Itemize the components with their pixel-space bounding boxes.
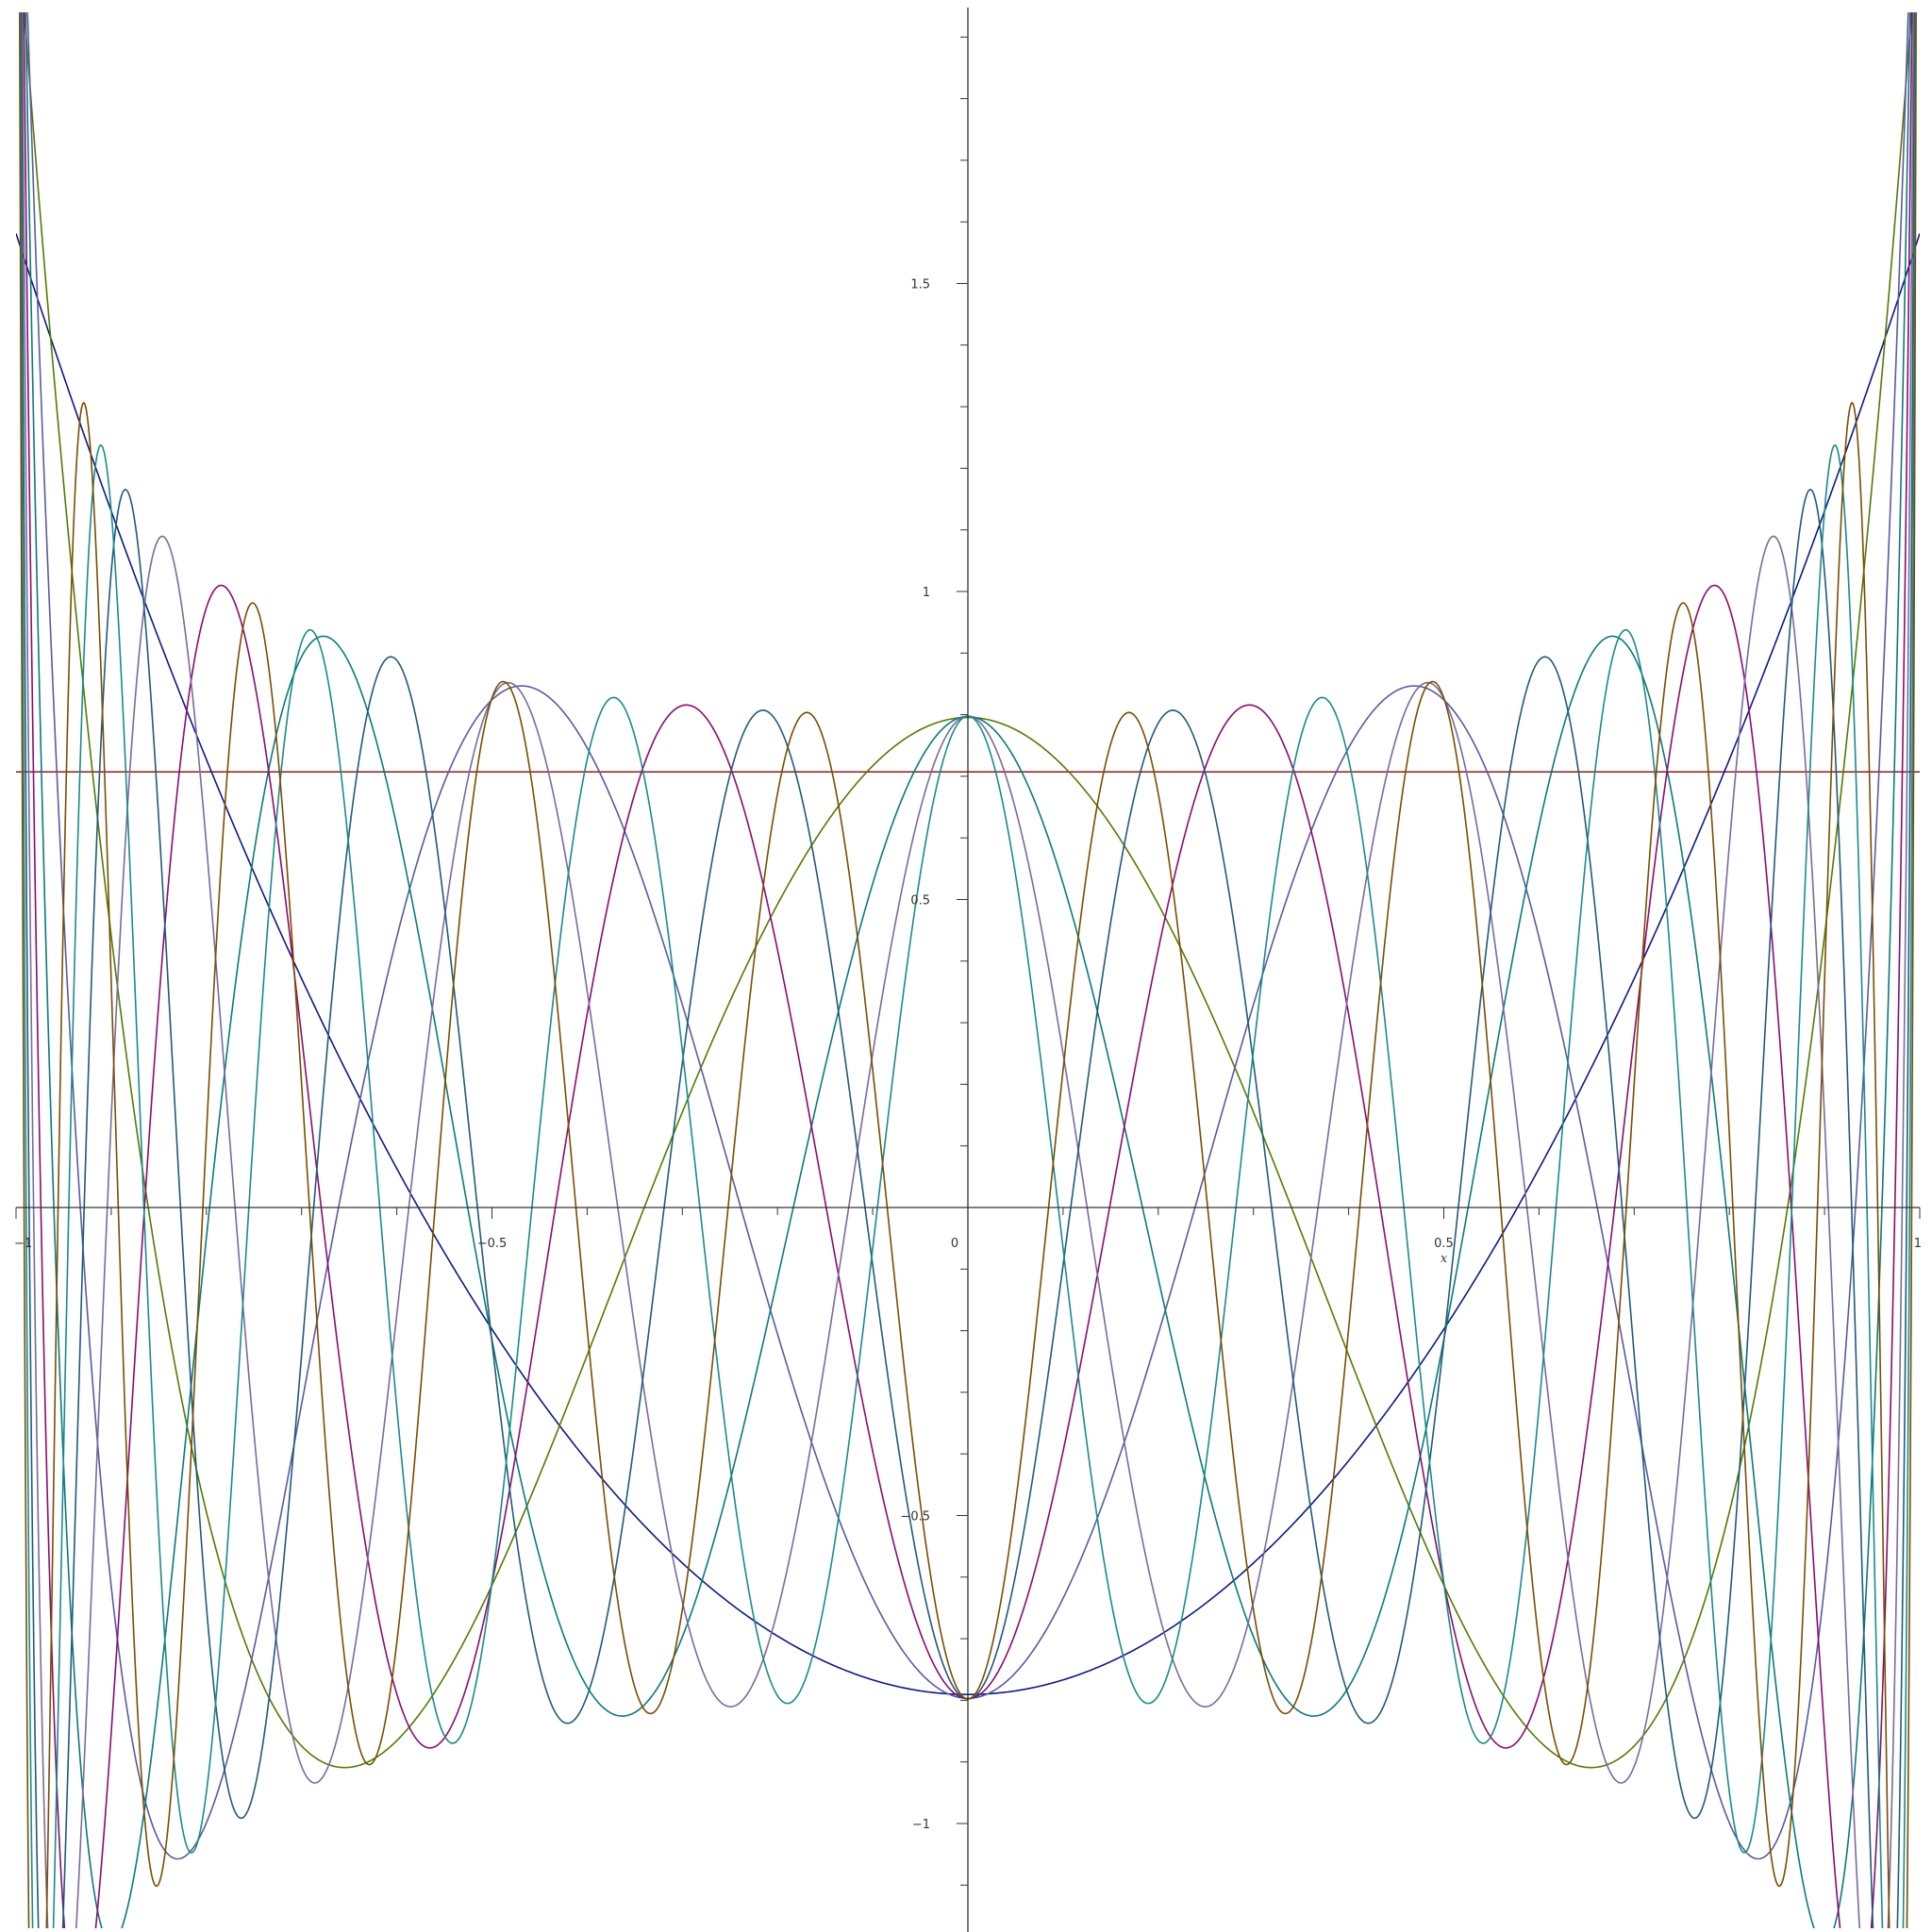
y-tick-label: 0.5 <box>910 894 930 908</box>
chart-axes: −1 −0.5 0 0.5 1 1.5 1 0.5 −0.5 −1 x <box>14 8 1922 1932</box>
x-axis-label: x <box>1441 1252 1448 1266</box>
y-tick-label: 1 <box>923 586 930 600</box>
x-tick-label: 1 <box>1914 1237 1922 1251</box>
y-tick-label: 1.5 <box>910 278 930 292</box>
x-tick-label: 0.5 <box>1434 1237 1454 1251</box>
y-tick-label: −0.5 <box>900 1510 930 1524</box>
x-tick-label: −0.5 <box>477 1237 508 1251</box>
x-tick-label: 0 <box>951 1237 958 1251</box>
y-tick-label: −1 <box>912 1818 930 1832</box>
x-tick-label: −1 <box>14 1237 32 1251</box>
